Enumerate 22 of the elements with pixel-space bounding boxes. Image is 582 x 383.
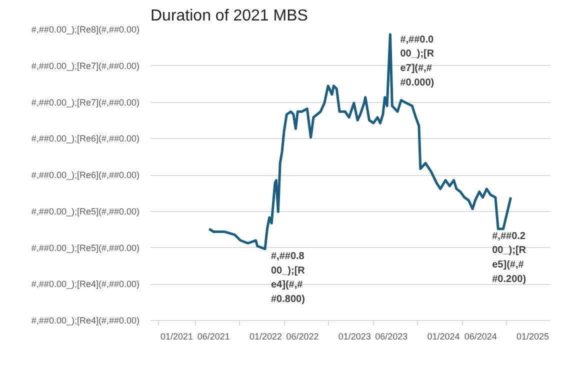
x-tick-label: 06/2023 <box>375 332 408 342</box>
text: #,##0.00_);[Re4](#,##0.00) <box>31 316 140 326</box>
text: #,##0.00_);[Re4](#,##0.00) <box>31 279 140 290</box>
x-tick-label: 01/2022 <box>249 332 282 342</box>
x-tick-label: 06/2024 <box>464 332 497 342</box>
x-tick-label: 01/2024 <box>427 332 460 342</box>
annotation: #,##0.200_);[Re5](#,##0.200) <box>492 230 527 285</box>
x-tick-label: 06/2021 <box>197 332 230 342</box>
annotation: #,##0.000_);[Re7](#,##0.000) <box>400 34 435 88</box>
annotation: #,##0.800_);[Re4](#,##0.800) <box>270 250 306 305</box>
x-tick-label: 01/2025 <box>516 332 549 342</box>
text: #,##0.00_);[Re6](#,##0.00) <box>31 170 140 180</box>
x-tick-label: 01/2023 <box>338 332 371 342</box>
chart-title: Duration of 2021 MBS <box>150 8 308 24</box>
text: #,##0.00_);[Re5](#,##0.00) <box>31 206 140 216</box>
text: #,##0.00_);[Re5](#,##0.00) <box>31 242 140 253</box>
text: #,##0.00_);[Re8](#,##0.00) <box>31 24 140 34</box>
text: #,##0.00_);[Re7](#,##0.00) <box>31 97 140 108</box>
text: #,##0.00_);[Re7](#,##0.00) <box>31 60 140 71</box>
x-tick-label: 06/2022 <box>286 332 319 342</box>
x-tick-label: 01/2021 <box>160 332 194 342</box>
text: #,##0.00_);[Re6](#,##0.00) <box>31 134 140 144</box>
